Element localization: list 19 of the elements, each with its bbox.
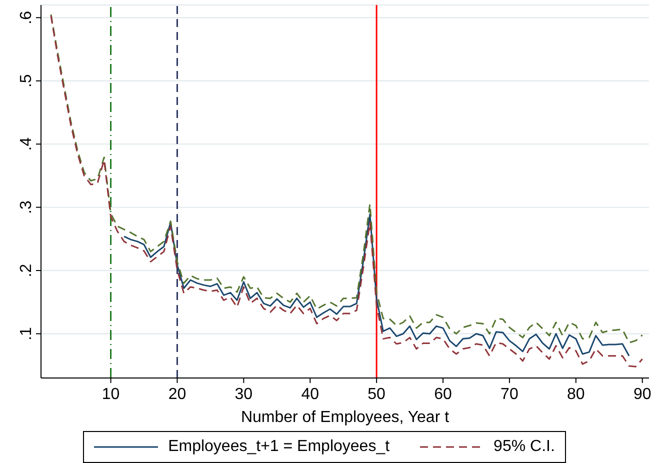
x-tick-label: 50 — [368, 386, 386, 403]
legend-label: 95% C.I. — [494, 438, 555, 456]
y-tick-label: .5 — [18, 74, 35, 88]
y-tick-label: .6 — [18, 10, 35, 24]
x-tick-label: 70 — [500, 386, 518, 403]
legend-label: Employees_t+1 = Employees_t — [168, 438, 390, 456]
y-tick-label: .4 — [18, 137, 35, 151]
x-tick-label: 30 — [234, 386, 253, 403]
x-tick-label: 90 — [633, 386, 652, 403]
y-tick-label: .3 — [18, 200, 35, 214]
line-series — [123, 214, 630, 357]
x-tick-label: 80 — [567, 386, 585, 403]
x-tick-label: 40 — [301, 386, 320, 403]
y-tick-label: .1 — [18, 326, 35, 340]
x-tick-label: 20 — [168, 386, 186, 403]
y-tick-label: .2 — [18, 264, 35, 278]
x-tick-label: 10 — [102, 386, 120, 403]
x-tick-label: 60 — [434, 386, 452, 403]
x-axis-title: Number of Employees, Year t — [240, 409, 450, 426]
